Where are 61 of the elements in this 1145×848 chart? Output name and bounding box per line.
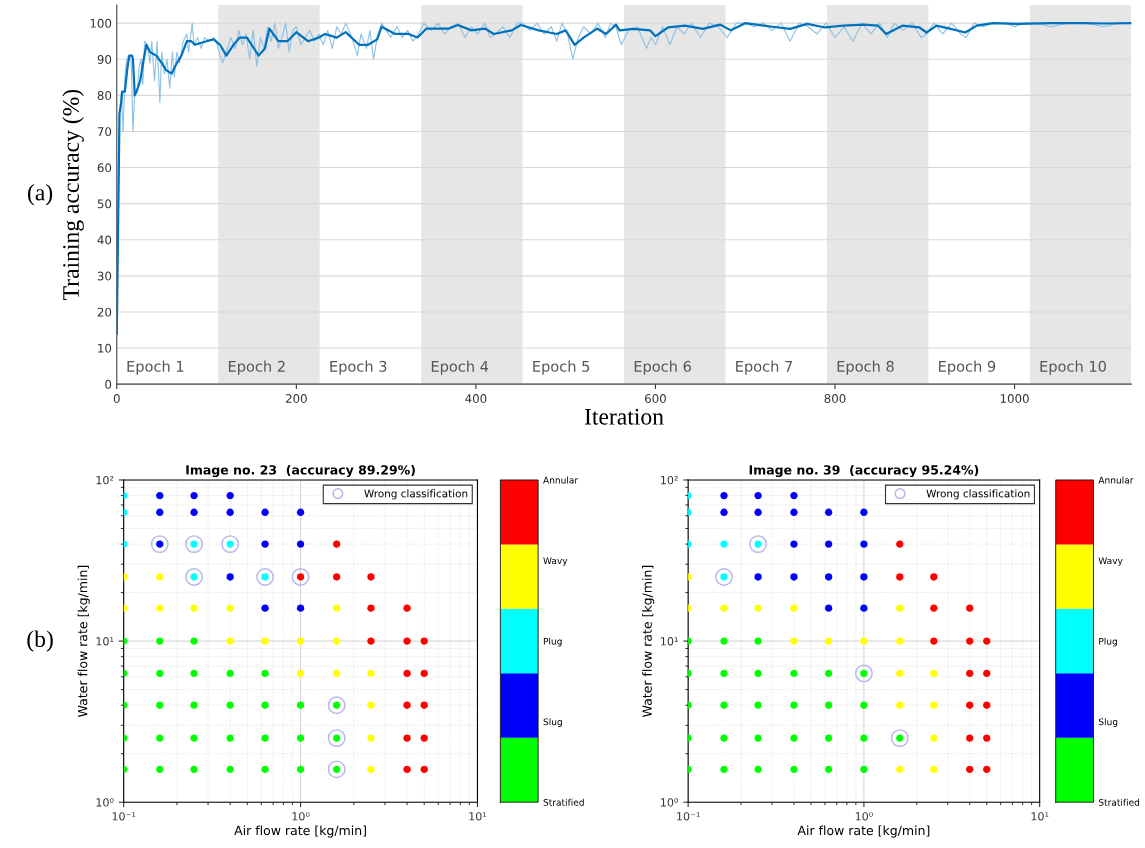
band-label: Epoch 2 (228, 360, 285, 375)
chart-title: Image no. 23 (accuracy 89.29%) (186, 464, 415, 478)
color-bar-label: Plug (543, 637, 562, 647)
y-tick-label: 40 (97, 235, 112, 245)
y-tick-label: 30 (97, 271, 112, 281)
x-tick-label: 400 (465, 394, 487, 403)
y-tick-label: 20 (97, 307, 112, 317)
x-tick-label: 10⁰ (292, 812, 310, 821)
x-tick-label: 1000 (1000, 394, 1029, 403)
annotation: Epoch 9 (939, 360, 996, 375)
annotation: Epoch 3 (330, 360, 387, 375)
x-tick-label: 10¹ (469, 812, 487, 821)
band-label: Epoch 6 (634, 360, 691, 375)
y-tick-label: 10² (96, 475, 114, 485)
annotation: Epoch 1 (127, 360, 184, 375)
color-bar-label: Annular (543, 476, 579, 484)
y-tick-label: 10¹ (661, 637, 678, 646)
y-tick-label: 10¹ (96, 637, 114, 646)
x-axis-title: Air flow rate [kg/min] (797, 825, 930, 838)
y-axis-title: Training accuracy (%) (62, 89, 84, 300)
y-tick-label: 80 (97, 91, 112, 100)
color-bar-label: Slug (543, 718, 562, 727)
y-tick-label: 10 (98, 343, 112, 353)
y-tick-label: 90 (97, 54, 112, 64)
legend-label: Wrong classification (926, 489, 1030, 500)
y-tick-label: 10² (661, 475, 678, 485)
x-axis-title: Iteration (584, 408, 664, 425)
annotation: Epoch 7 (736, 360, 793, 375)
y-tick-label: 0 (105, 379, 112, 389)
y-tick-label: 70 (97, 127, 112, 137)
x-tick-label: 10⁰ (855, 812, 873, 821)
y-tick-label: 60 (97, 163, 112, 173)
y-tick-label: 10⁰ (96, 798, 114, 807)
text: (b) (27, 630, 53, 652)
x-axis-title: Air flow rate [kg/min] (234, 825, 366, 838)
x-tick-label: 10⁻¹ (112, 812, 136, 821)
x-tick-label: 200 (285, 394, 307, 403)
y-tick-label: 50 (97, 199, 112, 209)
x-tick-label: 10⁻¹ (677, 812, 700, 821)
x-tick-label: 600 (645, 394, 666, 403)
text: (a) (28, 183, 53, 206)
band-label: Epoch 10 (1040, 360, 1106, 375)
annotation: Epoch 5 (533, 360, 590, 375)
color-bar-label: Plug (1099, 637, 1117, 647)
y-tick-label: 100 (90, 18, 112, 28)
x-tick-label: 0 (113, 394, 120, 403)
color-bar-label: Stratified (1098, 798, 1140, 806)
color-bar-label: Stratified (543, 798, 584, 806)
band-label: Epoch 8 (837, 360, 894, 375)
color-bar-label: Annular (1098, 476, 1134, 484)
y-tick-label: 10⁰ (661, 798, 679, 807)
color-bar-label: Wavy (1098, 557, 1123, 566)
band-label: Epoch 4 (431, 360, 489, 375)
chart-title: Image no. 39 (accuracy 95.24%) (749, 464, 979, 478)
x-tick-label: 10¹ (1031, 812, 1049, 821)
color-bar-label: Wavy (543, 557, 568, 566)
y-axis-title: Water flow rate [kg/min] (642, 565, 655, 718)
color-bar-label: Slug (1098, 718, 1118, 727)
y-axis-title: Water flow rate [kg/min] (77, 565, 90, 718)
legend-label: Wrong classification (364, 489, 468, 500)
x-tick-label: 800 (824, 394, 846, 403)
